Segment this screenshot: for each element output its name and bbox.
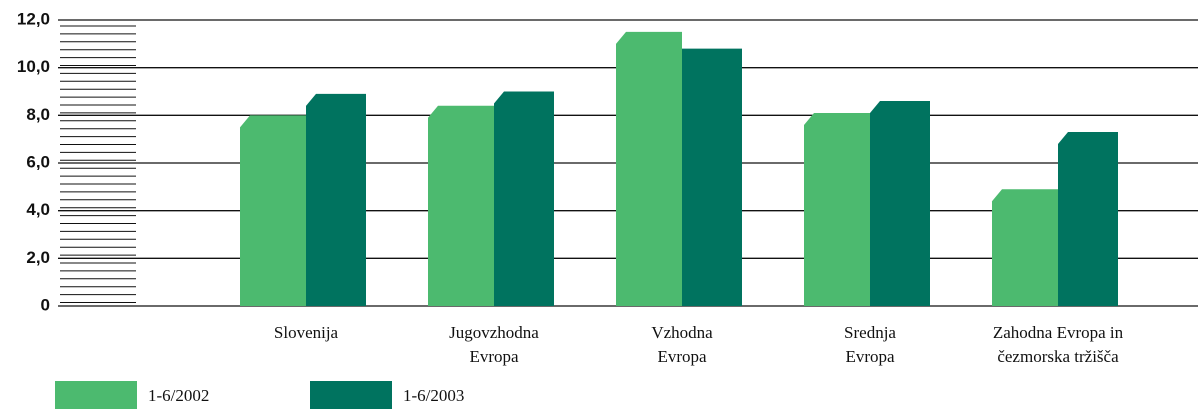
bar [682,48,742,306]
bar [804,112,870,306]
y-tick-label: 8,0 [26,105,50,124]
y-tick-label: 12,0 [17,9,50,28]
bar [1058,132,1118,306]
y-tick-label: 6,0 [26,152,50,171]
bar [240,115,306,306]
legend-swatch [310,381,392,409]
y-tick-label: 0 [41,295,50,314]
x-tick-label: Evropa [845,347,895,366]
y-tick-label: 10,0 [17,57,50,76]
bar [992,189,1058,306]
y-tick-label: 4,0 [26,200,50,219]
bar [306,93,366,306]
legend-label: 1-6/2003 [403,386,464,405]
bar [616,31,682,307]
y-tick-label: 2,0 [26,248,50,267]
x-tick-label: Evropa [469,347,519,366]
legend-swatch [55,381,137,409]
x-tick-label: Srednja [844,323,896,342]
x-tick-label: Zahodna Evropa in [993,323,1124,342]
x-tick-label: Slovenija [274,323,339,342]
bar [870,101,930,307]
x-tick-label: Jugovzhodna [449,323,539,342]
bar [428,105,494,306]
x-tick-label: čezmorska tržišča [997,347,1119,366]
x-tick-label: Vzhodna [651,323,713,342]
bar [494,91,554,306]
legend-label: 1-6/2002 [148,386,209,405]
x-tick-label: Evropa [657,347,707,366]
